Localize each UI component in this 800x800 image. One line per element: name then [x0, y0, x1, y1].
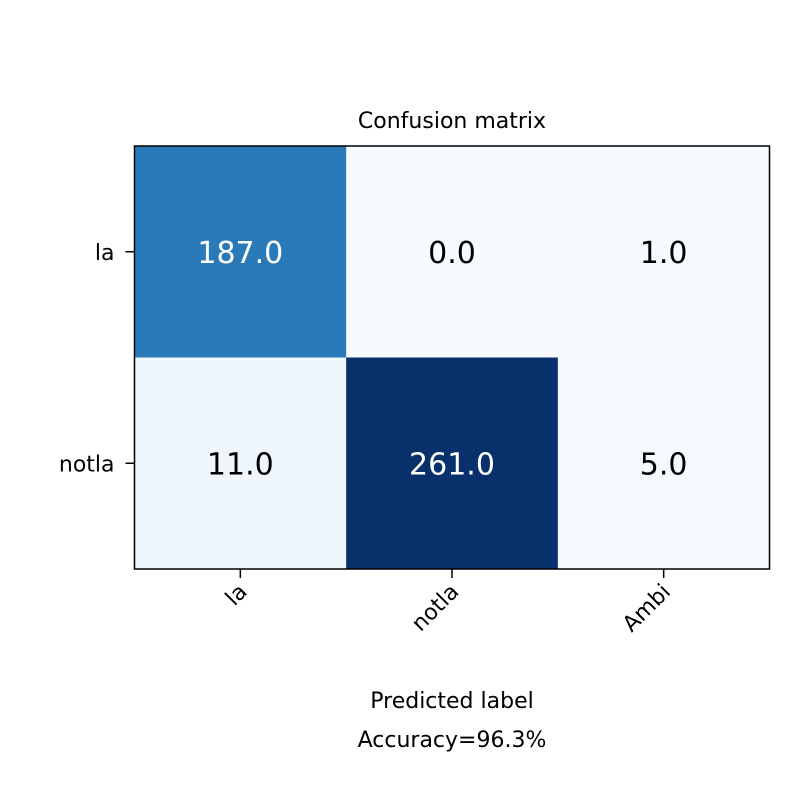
heatmap-cell-la-notla — [346, 146, 559, 358]
heatmap-cell-la-la — [134, 146, 347, 358]
x-tick-label: la — [221, 580, 253, 612]
y-tick-label: la — [95, 241, 115, 266]
y-axis-ticks: la notla — [59, 241, 135, 477]
heatmap-cells — [134, 146, 770, 570]
x-tick-label: Ambi — [618, 580, 676, 638]
heatmap-cell-values: 187.0 0.0 1.0 11.0 261.0 5.0 — [197, 236, 687, 483]
cell-value-label: 261.0 — [409, 447, 495, 482]
chart-title: Confusion matrix — [358, 109, 546, 134]
cell-value-label: 11.0 — [207, 447, 274, 482]
x-tick-label: notla — [407, 580, 464, 637]
cell-value-label: 5.0 — [640, 447, 688, 482]
accuracy-label: Accuracy=96.3% — [358, 728, 547, 753]
heatmap-cell-notla-notla — [346, 357, 559, 570]
x-axis-label: Predicted label — [370, 689, 533, 714]
heatmap-cell-la-Ambi — [557, 146, 770, 358]
heatmap-cell-notla-la — [134, 357, 347, 570]
y-tick-label: notla — [59, 452, 115, 477]
cell-value-label: 0.0 — [428, 236, 476, 271]
cell-value-label: 1.0 — [640, 236, 688, 271]
heatmap-cell-notla-Ambi — [557, 357, 770, 570]
cell-value-label: 187.0 — [197, 236, 283, 271]
x-axis-ticks: la notla Ambi — [221, 569, 676, 637]
